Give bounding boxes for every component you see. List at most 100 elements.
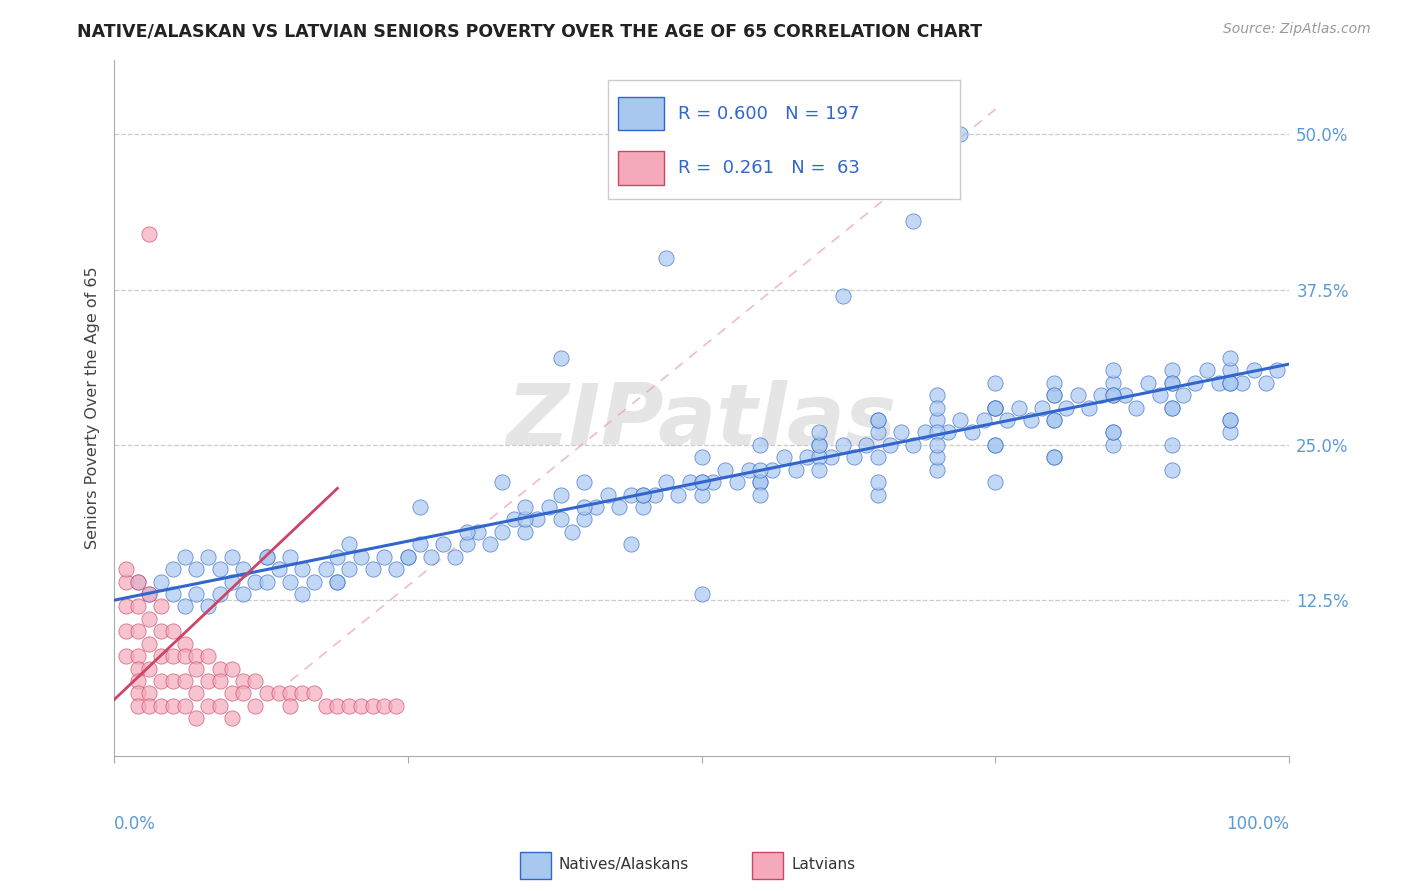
Point bbox=[337, 537, 360, 551]
Point bbox=[138, 587, 160, 601]
Point bbox=[173, 637, 195, 651]
Point bbox=[1031, 401, 1053, 415]
Point bbox=[714, 463, 737, 477]
Point bbox=[350, 698, 373, 713]
Point bbox=[620, 487, 643, 501]
Point bbox=[984, 376, 1007, 390]
Point bbox=[1160, 363, 1182, 377]
Point bbox=[221, 711, 243, 725]
Point bbox=[350, 549, 373, 564]
Point bbox=[315, 698, 337, 713]
Point bbox=[150, 698, 173, 713]
Point bbox=[1219, 376, 1241, 390]
Point bbox=[1160, 438, 1182, 452]
Point bbox=[326, 549, 349, 564]
Point bbox=[938, 425, 960, 440]
Point bbox=[574, 475, 596, 490]
Point bbox=[456, 524, 478, 539]
Point bbox=[385, 698, 408, 713]
Point bbox=[245, 698, 267, 713]
Point bbox=[515, 512, 537, 526]
Point bbox=[467, 524, 489, 539]
Text: 0.0%: 0.0% bbox=[114, 815, 156, 833]
Text: 100.0%: 100.0% bbox=[1226, 815, 1289, 833]
Point bbox=[574, 512, 596, 526]
Point bbox=[515, 524, 537, 539]
Point bbox=[127, 574, 149, 589]
Point bbox=[221, 549, 243, 564]
Point bbox=[186, 587, 208, 601]
Point bbox=[326, 574, 349, 589]
Text: Latvians: Latvians bbox=[792, 857, 856, 871]
Point bbox=[138, 637, 160, 651]
Point bbox=[631, 487, 654, 501]
Point bbox=[138, 698, 160, 713]
Point bbox=[537, 500, 560, 514]
Point bbox=[138, 612, 160, 626]
Point bbox=[561, 524, 583, 539]
Point bbox=[808, 425, 831, 440]
Point bbox=[820, 450, 842, 465]
Point bbox=[631, 500, 654, 514]
Point bbox=[197, 673, 219, 688]
Point bbox=[280, 698, 302, 713]
Point bbox=[1067, 388, 1090, 402]
Point bbox=[1160, 401, 1182, 415]
Point bbox=[866, 413, 889, 427]
Point bbox=[291, 686, 314, 700]
Point bbox=[138, 587, 160, 601]
Point bbox=[690, 475, 713, 490]
Point bbox=[138, 686, 160, 700]
Point bbox=[879, 438, 901, 452]
Point bbox=[1102, 363, 1125, 377]
Point bbox=[1219, 363, 1241, 377]
Point bbox=[609, 500, 631, 514]
Point bbox=[749, 475, 772, 490]
Point bbox=[749, 487, 772, 501]
Point bbox=[925, 388, 948, 402]
Point bbox=[173, 649, 195, 664]
Text: NATIVE/ALASKAN VS LATVIAN SENIORS POVERTY OVER THE AGE OF 65 CORRELATION CHART: NATIVE/ALASKAN VS LATVIAN SENIORS POVERT… bbox=[77, 22, 983, 40]
Point bbox=[361, 562, 384, 576]
Point bbox=[925, 413, 948, 427]
Point bbox=[361, 698, 384, 713]
Point bbox=[280, 549, 302, 564]
Point bbox=[925, 401, 948, 415]
Point bbox=[960, 425, 983, 440]
Point bbox=[150, 649, 173, 664]
Point bbox=[690, 487, 713, 501]
Point bbox=[409, 500, 432, 514]
Point bbox=[115, 624, 138, 639]
Point bbox=[1102, 438, 1125, 452]
Point bbox=[702, 475, 724, 490]
Point bbox=[208, 587, 231, 601]
Point bbox=[373, 698, 395, 713]
Point bbox=[1160, 401, 1182, 415]
Point bbox=[208, 661, 231, 675]
Point bbox=[1208, 376, 1230, 390]
Point bbox=[302, 574, 325, 589]
Point bbox=[221, 574, 243, 589]
Point bbox=[1219, 413, 1241, 427]
Point bbox=[186, 562, 208, 576]
Point bbox=[186, 661, 208, 675]
Point bbox=[456, 537, 478, 551]
Point bbox=[515, 500, 537, 514]
Point bbox=[173, 599, 195, 614]
Point bbox=[1043, 413, 1066, 427]
Point bbox=[267, 686, 290, 700]
Point bbox=[620, 537, 643, 551]
Point bbox=[831, 438, 853, 452]
Point bbox=[337, 562, 360, 576]
Point bbox=[197, 599, 219, 614]
Point bbox=[256, 549, 278, 564]
Point bbox=[866, 425, 889, 440]
Point bbox=[115, 599, 138, 614]
Point bbox=[1125, 401, 1147, 415]
Point bbox=[903, 438, 925, 452]
Point bbox=[302, 686, 325, 700]
Point bbox=[1102, 388, 1125, 402]
Point bbox=[890, 425, 912, 440]
Point bbox=[208, 698, 231, 713]
Point bbox=[115, 649, 138, 664]
